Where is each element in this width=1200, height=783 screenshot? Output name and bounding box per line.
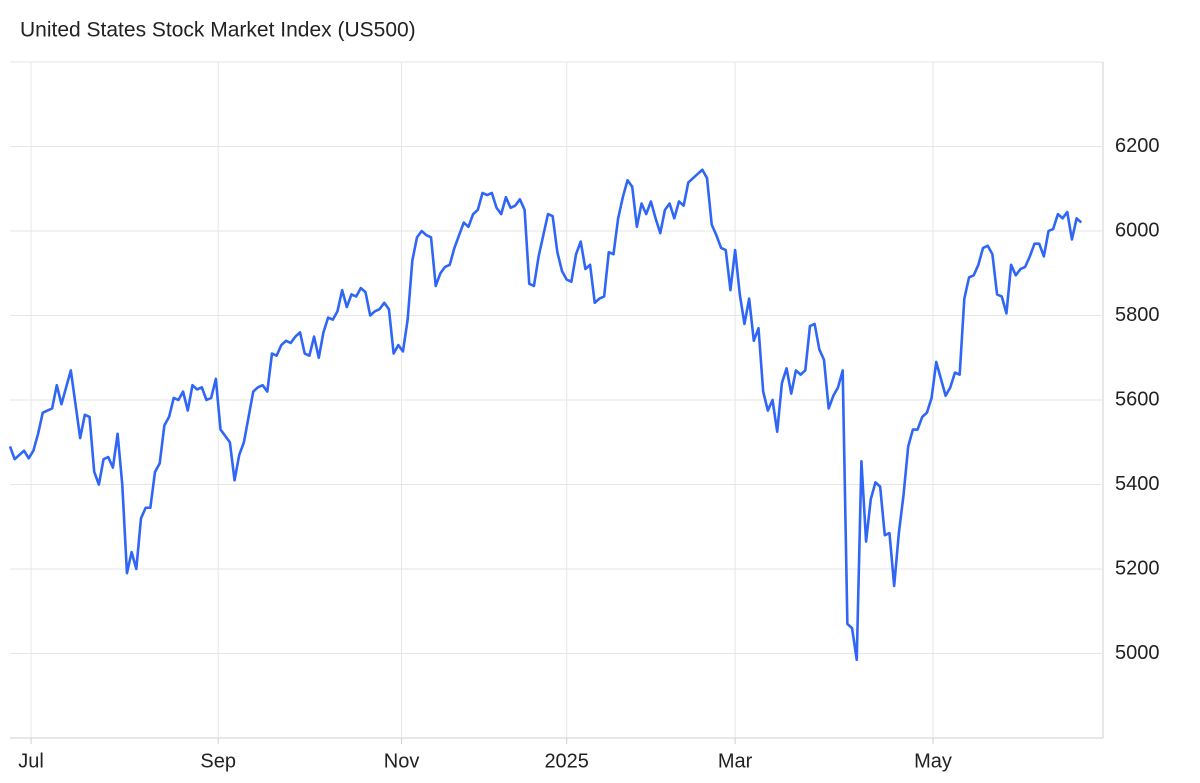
- x-tick-label: Jul: [18, 750, 44, 772]
- y-tick-label: 5800: [1115, 304, 1160, 326]
- y-tick-label: 6200: [1115, 135, 1160, 157]
- y-tick-label: 5400: [1115, 473, 1160, 495]
- price-line: [8, 168, 1083, 662]
- x-tick-label: Nov: [384, 750, 420, 772]
- y-tick-label: 5200: [1115, 557, 1160, 579]
- x-tick-label: Mar: [718, 750, 753, 772]
- y-tick-label: 6000: [1115, 219, 1160, 241]
- y-tick-label: 5600: [1115, 388, 1160, 410]
- chart-title: United States Stock Market Index (US500): [20, 19, 416, 42]
- x-tick-label: May: [914, 750, 952, 772]
- x-tick-label: 2025: [544, 750, 589, 772]
- x-tick-label: Sep: [200, 750, 236, 772]
- y-tick-label: 5000: [1115, 642, 1160, 664]
